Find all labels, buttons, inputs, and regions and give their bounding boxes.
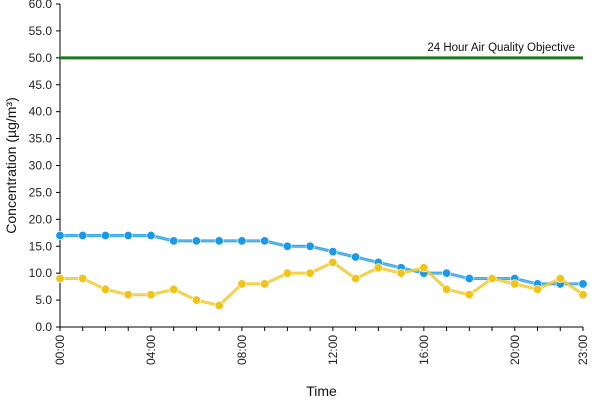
data-point — [123, 230, 133, 240]
series-line-highlight — [60, 235, 583, 285]
y-axis-title: Concentration (µg/m³) — [3, 97, 19, 233]
data-point — [169, 284, 179, 294]
data-point — [578, 279, 588, 289]
x-tick-label: 16:00 — [417, 335, 431, 365]
data-point — [78, 274, 88, 284]
y-tick-label: 35.0 — [29, 132, 53, 146]
data-point — [55, 274, 65, 284]
data-point — [191, 236, 201, 246]
data-point — [282, 241, 292, 251]
data-point — [533, 284, 543, 294]
y-tick-label: 55.0 — [29, 24, 53, 38]
data-point — [373, 263, 383, 273]
series-line — [60, 260, 584, 307]
data-point — [351, 252, 361, 262]
y-tick-label: 15.0 — [29, 239, 53, 253]
series-line — [60, 233, 583, 286]
y-tick-label: 45.0 — [29, 78, 53, 92]
x-tick-label: 12:00 — [326, 335, 340, 365]
data-point — [100, 230, 110, 240]
x-tick-label: 20:00 — [508, 335, 522, 365]
data-point — [78, 230, 88, 240]
y-tick-label: 60.0 — [29, 0, 53, 11]
data-point — [396, 268, 406, 278]
data-point — [237, 236, 247, 246]
data-point — [351, 274, 361, 284]
data-point — [578, 290, 588, 300]
reference-line-label: 24 Hour Air Quality Objective — [427, 42, 575, 54]
data-point — [487, 274, 497, 284]
data-point — [464, 274, 474, 284]
data-point — [100, 284, 110, 294]
series-2 — [55, 257, 588, 310]
data-point — [442, 268, 452, 278]
data-point — [55, 230, 65, 240]
data-point — [191, 295, 201, 305]
data-point — [282, 268, 292, 278]
x-tick-label: 23:00 — [576, 335, 590, 365]
x-tick-label: 08:00 — [235, 335, 249, 365]
series-1 — [55, 230, 588, 289]
data-point — [260, 279, 270, 289]
data-point — [214, 300, 224, 310]
data-point — [555, 274, 565, 284]
y-tick-label: 40.0 — [29, 105, 53, 119]
y-tick-label: 30.0 — [29, 159, 53, 173]
data-point — [237, 279, 247, 289]
data-point — [328, 257, 338, 267]
y-tick-label: 10.0 — [29, 266, 53, 280]
data-point — [464, 290, 474, 300]
data-point — [146, 290, 156, 300]
data-point — [123, 290, 133, 300]
data-point — [419, 263, 429, 273]
data-point — [328, 247, 338, 257]
data-point — [260, 236, 270, 246]
x-tick-label: 00:00 — [53, 335, 67, 365]
y-tick-label: 0.0 — [35, 320, 52, 334]
data-point — [305, 241, 315, 251]
data-point — [146, 230, 156, 240]
data-point — [305, 268, 315, 278]
data-point — [510, 279, 520, 289]
data-point — [442, 284, 452, 294]
x-tick-label: 04:00 — [144, 335, 158, 365]
plot-area: 0.0 5.0 10.0 15.0 20.0 25.0 30.0 35.0 40.0 45.0 50… — [29, 0, 590, 365]
data-point — [214, 236, 224, 246]
y-tick-label: 25.0 — [29, 185, 53, 199]
x-axis-title: Time — [306, 383, 337, 399]
y-tick-label: 20.0 — [29, 212, 53, 226]
y-tick-label: 5.0 — [35, 293, 52, 307]
y-tick-label: 50.0 — [29, 51, 53, 65]
data-point — [169, 236, 179, 246]
